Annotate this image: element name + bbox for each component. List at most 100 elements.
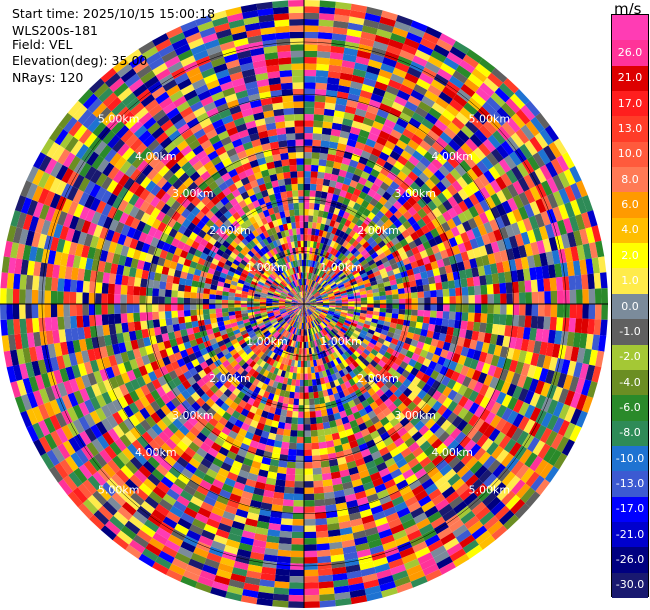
ppi-gate (357, 321, 365, 327)
ppi-gate (47, 221, 57, 237)
ppi-gate (401, 518, 417, 530)
ppi-gate (312, 289, 318, 295)
ppi-gate (151, 218, 162, 230)
ppi-gate (335, 201, 343, 210)
ppi-gate (276, 341, 282, 348)
ppi-gate (166, 511, 181, 524)
ppi-gate (212, 581, 229, 592)
ppi-gate (383, 506, 397, 517)
ppi-gate (140, 320, 148, 330)
ppi-gate (398, 383, 408, 393)
ppi-gate (309, 315, 314, 321)
ppi-gate (19, 274, 27, 290)
ppi-gate (278, 301, 286, 303)
ppi-gate (366, 269, 374, 276)
ppi-gate (318, 242, 324, 250)
ppi-gate (441, 221, 451, 233)
ppi-gate (460, 231, 470, 243)
ppi-gate (53, 369, 64, 385)
ppi-gate (311, 152, 320, 160)
ppi-gate (340, 217, 348, 225)
ppi-gate (266, 310, 274, 314)
ppi-gate (309, 190, 316, 197)
ppi-gate (203, 260, 212, 268)
ppi-gate (367, 174, 377, 184)
ppi-gate (314, 319, 319, 326)
ppi-gate (370, 505, 384, 515)
ppi-gate (253, 301, 260, 304)
ppi-gate (317, 429, 325, 437)
ppi-gate (398, 215, 408, 225)
ppi-gate (287, 293, 294, 298)
ppi-gate (337, 339, 345, 347)
ppi-gate (298, 300, 304, 304)
ppi-gate (239, 496, 252, 506)
ppi-gate (529, 201, 541, 216)
ppi-gate (359, 290, 367, 296)
ppi-gate (366, 236, 375, 245)
ppi-gate (165, 317, 173, 326)
ppi-gate (233, 396, 242, 405)
ppi-gate (388, 223, 398, 233)
ppi-gate (538, 304, 545, 317)
ppi-gate (140, 419, 152, 432)
ppi-gate (357, 281, 365, 287)
ppi-gate (93, 347, 103, 360)
ppi-gate (375, 327, 383, 334)
ppi-gate (386, 304, 393, 309)
ppi-gate (485, 398, 496, 412)
ppi-gate (286, 308, 293, 312)
ppi-gate (411, 192, 422, 203)
ppi-gate (512, 180, 525, 195)
ppi-gate (374, 516, 388, 527)
ppi-gate (314, 505, 326, 513)
ppi-gate (462, 220, 472, 232)
ppi-gate (41, 248, 50, 264)
ppi-gate (166, 217, 177, 228)
ppi-gate (533, 340, 542, 354)
ppi-gate (290, 359, 296, 367)
ppi-gate (117, 143, 130, 157)
ppi-gate (224, 477, 236, 488)
ppi-gate (323, 204, 331, 213)
ppi-gate (431, 102, 446, 115)
ppi-gate (362, 338, 370, 346)
ppi-gate (273, 311, 281, 316)
ppi-gate (560, 359, 571, 375)
ppi-gate (265, 398, 273, 407)
ppi-gate (516, 430, 529, 446)
ppi-gate (451, 415, 463, 428)
ppi-gate (553, 452, 568, 470)
ppi-gate (405, 474, 418, 485)
ppi-gate (327, 522, 340, 531)
ppi-gate (287, 404, 294, 412)
ppi-gate (415, 145, 428, 157)
ppi-gate (325, 326, 331, 333)
ppi-gate (391, 101, 405, 113)
ppi-gate (342, 344, 349, 352)
ppi-gate (51, 208, 62, 224)
ppi-gate (53, 251, 63, 266)
ppi-gate (247, 329, 255, 336)
ppi-gate (354, 210, 363, 219)
ppi-gate (600, 319, 608, 336)
ppi-gate (422, 358, 432, 368)
ppi-gate (292, 353, 297, 361)
ppi-gate (381, 10, 398, 21)
ppi-gate (33, 439, 47, 456)
ppi-gate (401, 369, 411, 379)
ppi-gate (327, 269, 334, 276)
ppi-gate (216, 407, 226, 417)
ppi-gate (324, 334, 331, 342)
ppi-gate (276, 427, 285, 436)
ppi-gate (360, 294, 367, 298)
ppi-gate (22, 214, 33, 231)
ppi-gate (444, 264, 453, 274)
ppi-gate (321, 272, 327, 279)
ppi-gate (280, 311, 288, 316)
ppi-gate (348, 237, 356, 245)
ppi-gate (450, 371, 461, 382)
ppi-gate (455, 295, 463, 304)
ppi-gate (318, 574, 334, 583)
ppi-gate (442, 311, 450, 320)
